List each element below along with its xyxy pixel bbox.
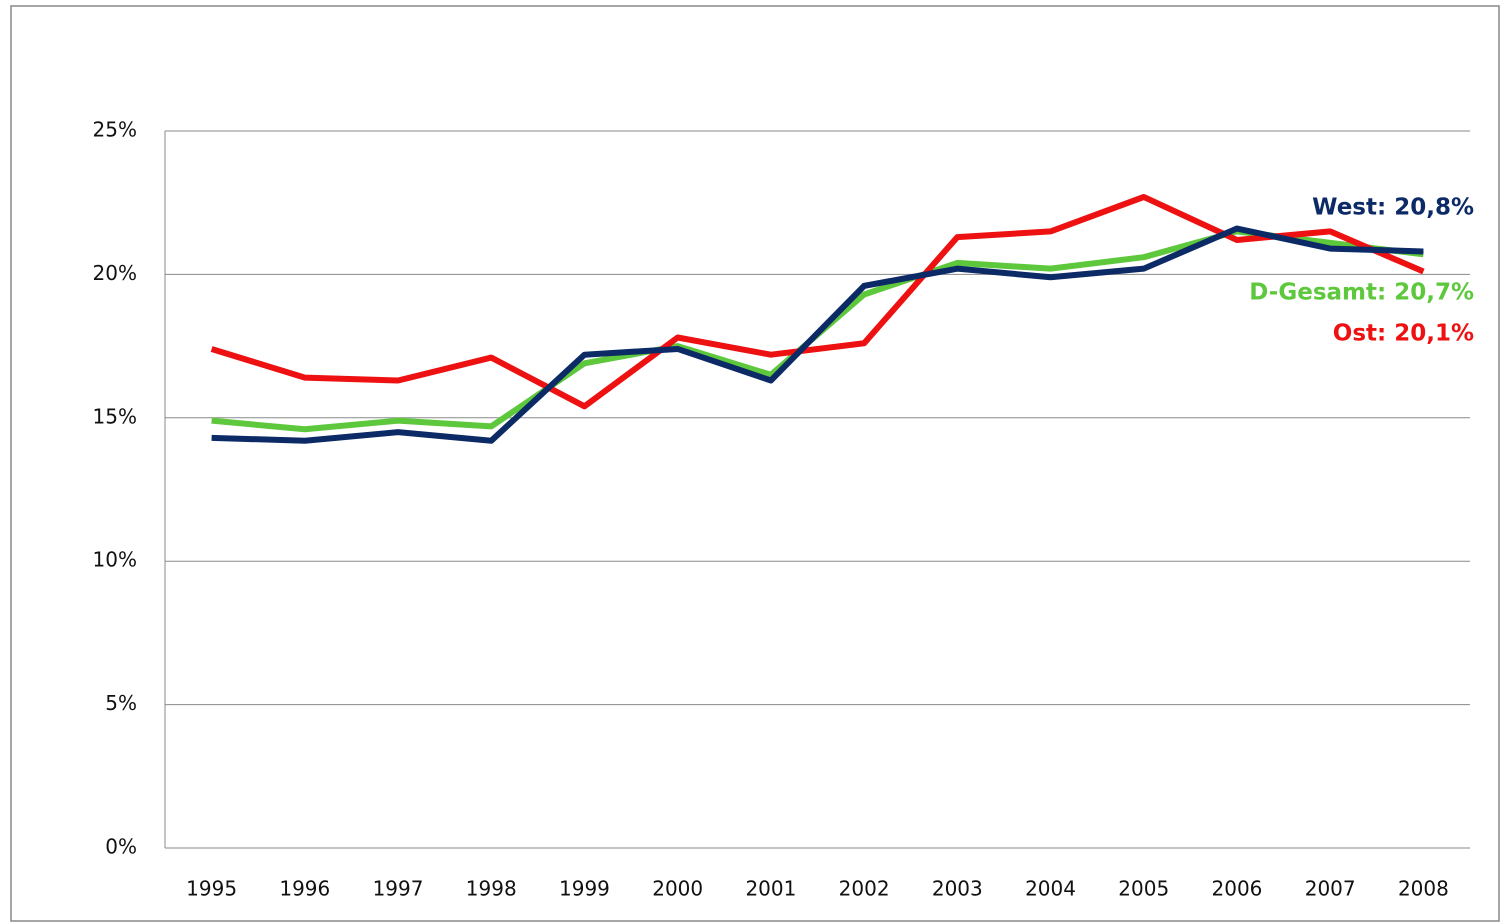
annotation: West: 20,8%: [1312, 195, 1474, 221]
annotation: D-Gesamt: 20,7%: [1249, 280, 1474, 306]
x-tick-label: 1997: [373, 877, 424, 901]
x-tick-label: 2002: [839, 877, 890, 901]
x-tick-label: 1999: [559, 877, 610, 901]
y-tick-label: 15%: [93, 404, 137, 428]
x-tick-label: 1995: [186, 877, 237, 901]
y-tick-label: 0%: [105, 835, 137, 859]
x-tick-label: 1996: [279, 877, 330, 901]
y-tick-label: 20%: [93, 261, 137, 285]
series-line: [211, 225, 1424, 444]
x-tick-label: 2005: [1118, 877, 1169, 901]
chart-frame: [10, 5, 1500, 922]
y-tick-label: 10%: [93, 548, 137, 572]
x-tick-label: 2008: [1398, 877, 1449, 901]
x-tick-label: 1998: [466, 877, 517, 901]
x-tick-label: 2006: [1212, 877, 1263, 901]
x-tick-label: 2000: [652, 877, 703, 901]
x-tick-label: 2003: [932, 877, 983, 901]
x-tick-label: 2004: [1025, 877, 1076, 901]
y-tick-label: 5%: [105, 691, 137, 715]
y-tick-label: 25%: [93, 118, 137, 142]
x-tick-label: 2007: [1305, 877, 1356, 901]
x-tick-label: 2001: [745, 877, 796, 901]
annotation: Ost: 20,1%: [1333, 321, 1474, 347]
